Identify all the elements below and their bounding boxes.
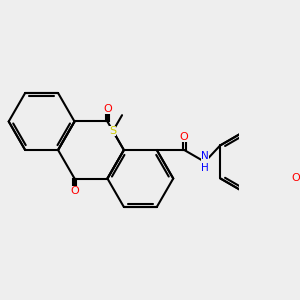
- Text: O: O: [291, 173, 300, 183]
- Text: S: S: [110, 126, 116, 136]
- Text: N
H: N H: [201, 151, 209, 173]
- Text: O: O: [103, 104, 112, 114]
- Text: O: O: [180, 132, 189, 142]
- Text: O: O: [70, 186, 79, 196]
